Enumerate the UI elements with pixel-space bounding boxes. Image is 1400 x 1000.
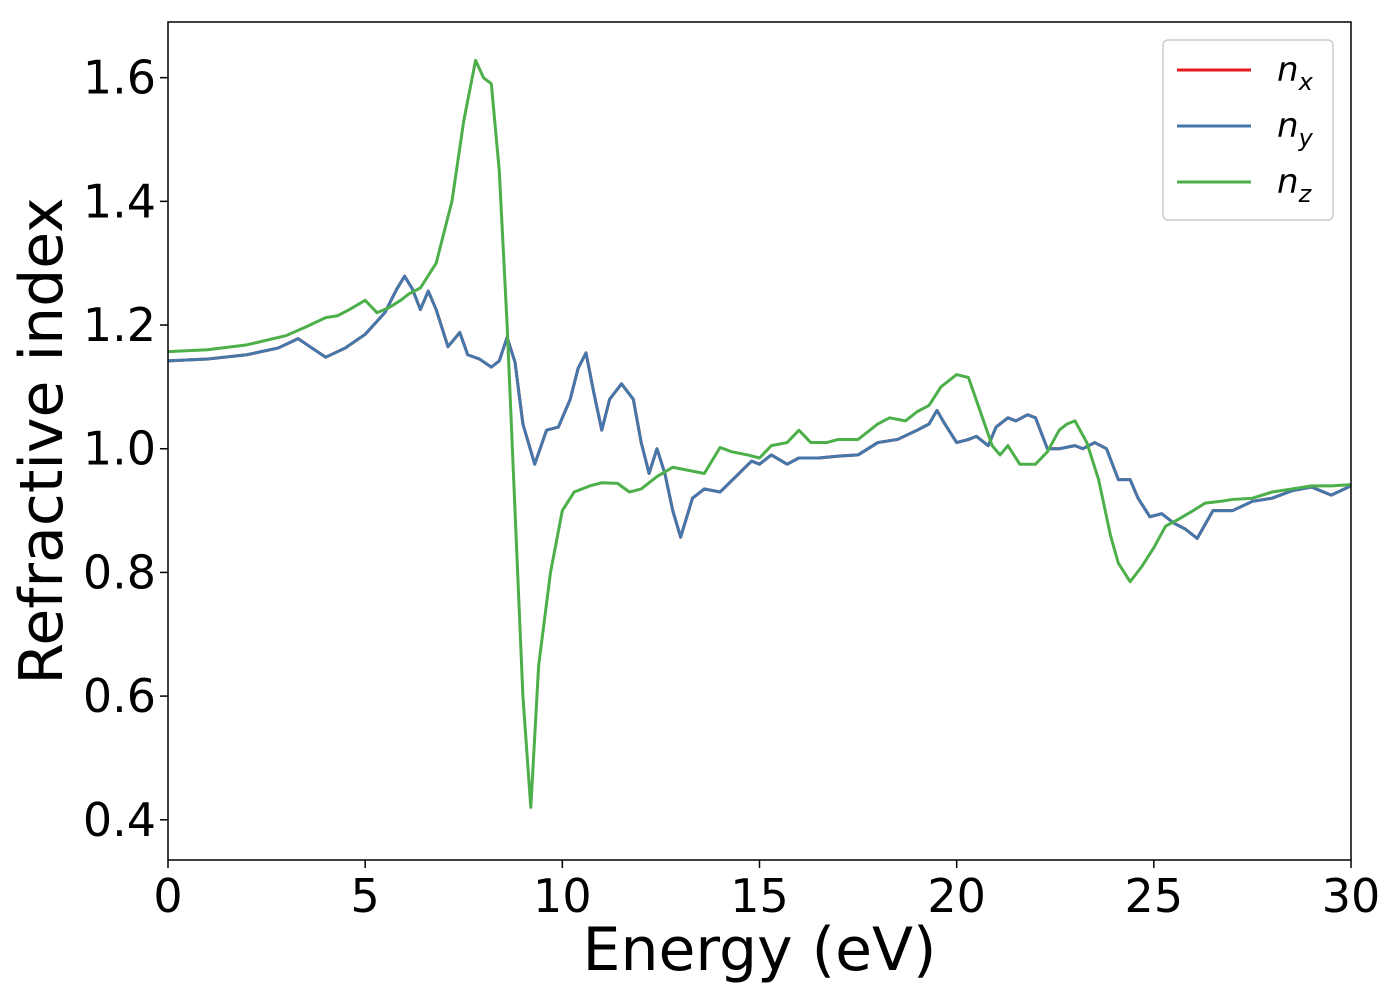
legend-label-y: ny bbox=[1277, 106, 1314, 152]
legend-label-subscript: y bbox=[1298, 124, 1314, 152]
y-tick-label: 0.6 bbox=[83, 669, 156, 723]
y-axis-label: Refractive index bbox=[7, 197, 77, 684]
legend-label-subscript: z bbox=[1298, 180, 1313, 208]
legend-label-x: nx bbox=[1277, 50, 1314, 96]
y-tick-label: 0.4 bbox=[83, 793, 156, 847]
legend-label-base: n bbox=[1277, 50, 1299, 90]
x-tick-label: 20 bbox=[927, 869, 986, 923]
legend-label-base: n bbox=[1277, 106, 1299, 146]
legend-label-subscript: x bbox=[1298, 68, 1314, 96]
y-tick-label: 1.4 bbox=[83, 174, 156, 228]
y-tick-label: 1.2 bbox=[83, 298, 156, 352]
series-line-z bbox=[168, 58, 1351, 809]
y-axis: 0.4 0.6 0.8 1.0 1.2 1.4 1.6 bbox=[83, 51, 168, 847]
y-tick-label: 1.6 bbox=[83, 51, 156, 105]
x-tick-label: 15 bbox=[730, 869, 789, 923]
legend-label-base: n bbox=[1277, 162, 1299, 202]
y-tick-label: 1.0 bbox=[83, 422, 156, 476]
series-line-y bbox=[168, 274, 1351, 540]
y-tick-label: 0.8 bbox=[83, 545, 156, 599]
series-layer bbox=[168, 58, 1351, 809]
x-tick-label: 30 bbox=[1322, 869, 1381, 923]
x-tick-label: 25 bbox=[1125, 869, 1184, 923]
legend-box bbox=[1162, 39, 1334, 221]
x-axis: 0 5 10 15 20 25 30 bbox=[153, 860, 1380, 923]
x-axis-label: Energy (eV) bbox=[583, 915, 937, 985]
x-tick-label: 0 bbox=[153, 869, 182, 923]
legend-label-z: nz bbox=[1277, 162, 1313, 208]
x-tick-label: 10 bbox=[533, 869, 592, 923]
x-tick-label: 5 bbox=[351, 869, 380, 923]
